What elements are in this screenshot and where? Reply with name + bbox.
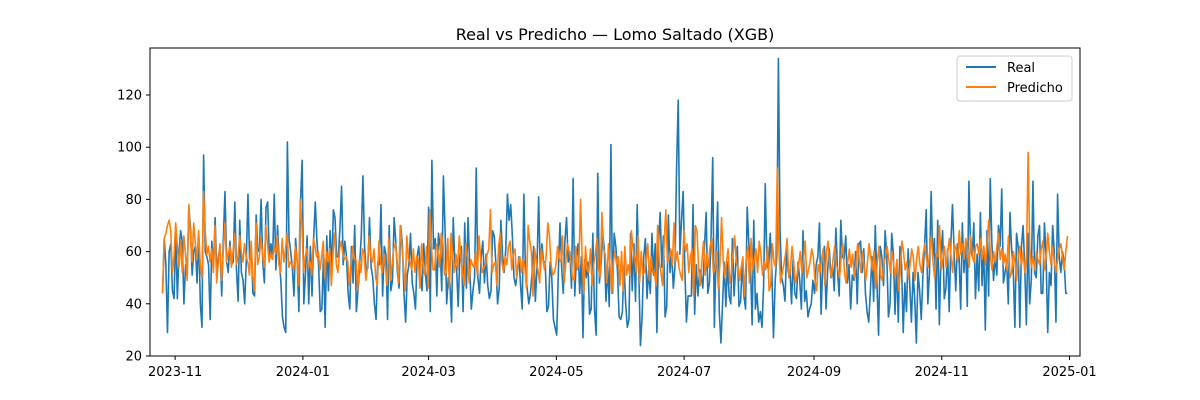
series-line-predicho [161, 151, 1069, 297]
x-tick-label: 2024-03 [401, 365, 455, 380]
x-tick-label: 2024-11 [915, 365, 969, 380]
y-tick-label: 100 [117, 141, 142, 156]
chart-title: Real vs Predicho — Lomo Saltado (XGB) [456, 25, 775, 44]
x-tick-label: 2025-01 [1042, 365, 1096, 380]
y-axis: 20 40 60 80 100 120 [117, 88, 150, 365]
x-tick-label: 2024-09 [787, 365, 841, 380]
y-tick-label: 40 [125, 297, 142, 312]
legend: Real Predicho [956, 55, 1073, 102]
y-tick-label: 120 [117, 88, 142, 103]
y-tick-label: 20 [125, 350, 142, 365]
series-line-real [161, 57, 1068, 347]
y-tick-label: 80 [125, 193, 142, 208]
y-tick-label: 60 [125, 245, 142, 260]
x-tick-label: 2023-11 [148, 365, 202, 380]
x-axis: 2023-11 2024-01 2024-03 2024-05 2024-07 2024-… [148, 356, 1097, 380]
x-tick-label: 2024-07 [657, 365, 711, 380]
series-layer [161, 57, 1069, 347]
legend-label-real: Real [1007, 61, 1035, 76]
x-tick-label: 2024-01 [276, 365, 330, 380]
legend-label-predicho: Predicho [1007, 81, 1063, 96]
plot-frame [149, 47, 1081, 357]
x-tick-label: 2024-05 [529, 365, 583, 380]
